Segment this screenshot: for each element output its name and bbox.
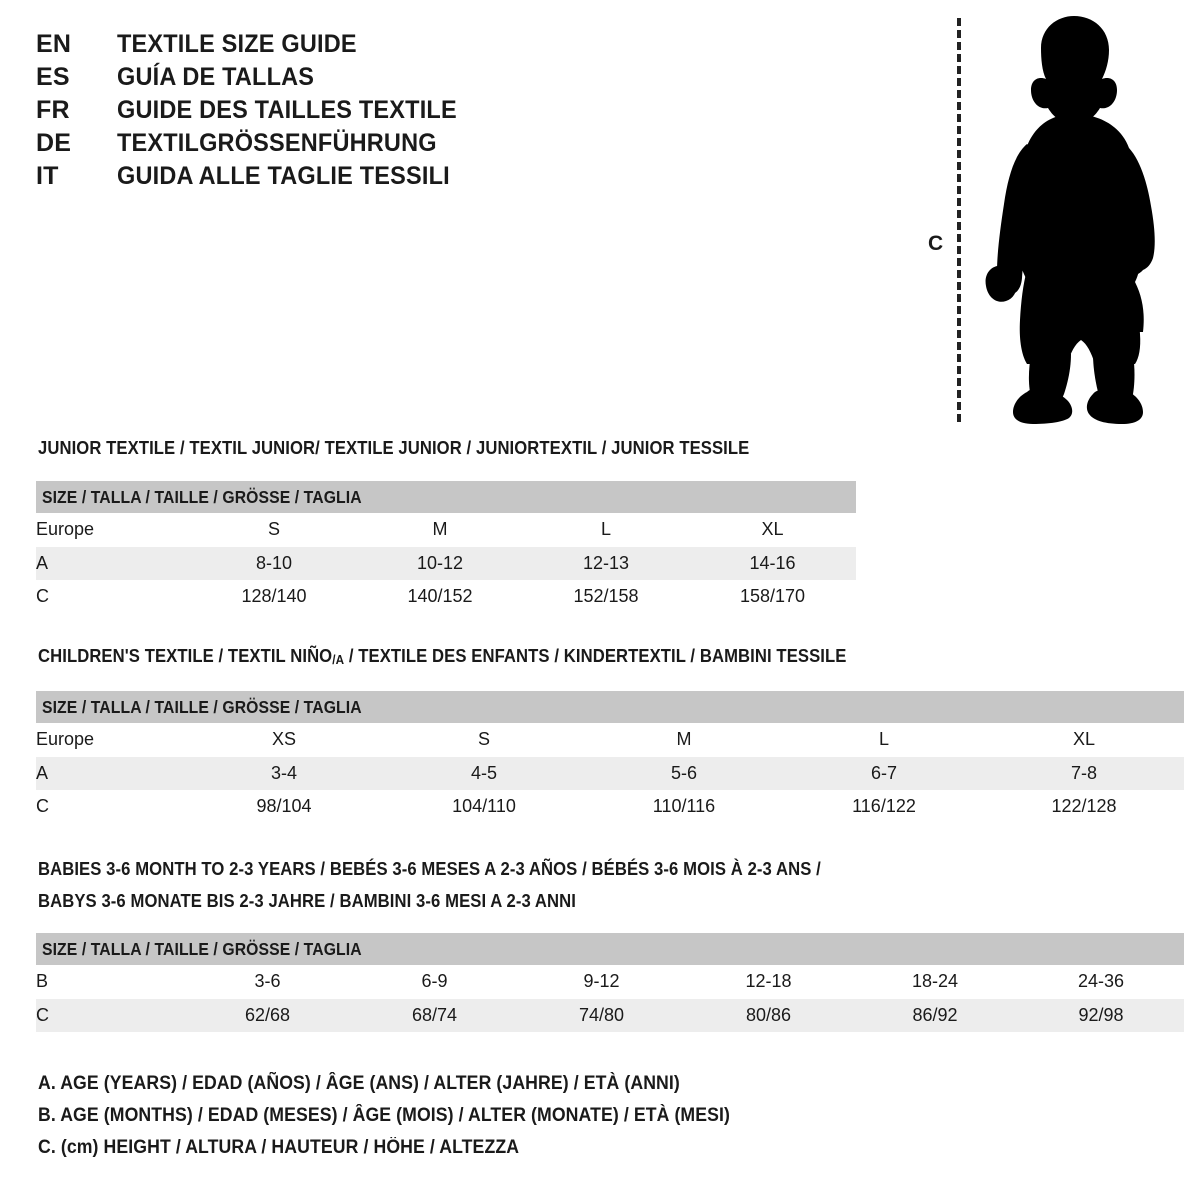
- babies-row-label-b: B: [36, 971, 49, 992]
- guide-title-de: TEXTILGRÖSSENFÜHRUNG: [117, 129, 437, 157]
- junior-age-m: 10-12: [416, 552, 464, 573]
- height-marker-label: C: [928, 232, 944, 255]
- babies-section-title-line1: BABIES 3-6 MONTH TO 2-3 YEARS / BEBÉS 3-…: [38, 858, 821, 879]
- junior-table-header-row: SIZE / TALLA / TAILLE / GRÖSSE / TAGLIA: [36, 481, 857, 513]
- legend-line-b: B. AGE (MONTHS) / EDAD (MESES) / ÂGE (MO…: [38, 1105, 730, 1126]
- babies-months-6: 24-36: [1078, 971, 1125, 992]
- junior-height-s: 128/140: [241, 586, 307, 607]
- height-dashed-line-icon: [957, 18, 961, 422]
- junior-row-label-c: C: [36, 586, 49, 607]
- junior-table-header-label: SIZE / TALLA / TAILLE / GRÖSSE / TAGLIA: [36, 481, 857, 513]
- children-table-header-row: SIZE / TALLA / TAILLE / GRÖSSE / TAGLIA: [36, 691, 1185, 723]
- children-height-xl: 122/128: [1051, 796, 1117, 817]
- table-row: Europe XS S M L XL: [36, 723, 1185, 757]
- junior-age-l: 12-13: [582, 552, 630, 573]
- children-row-label-c: C: [36, 796, 49, 817]
- babies-section-title-line2: BABYS 3-6 MONATE BIS 2-3 JAHRE / BAMBINI…: [38, 890, 576, 911]
- language-code-fr: FR: [36, 96, 70, 124]
- children-row-label-europe: Europe: [36, 729, 95, 750]
- babies-height-4: 80/86: [745, 1004, 792, 1025]
- legend-block: A. AGE (YEARS) / EDAD (AÑOS) / ÂGE (ANS)…: [38, 1068, 782, 1164]
- junior-height-m: 140/152: [407, 586, 473, 607]
- table-row: C 128/140 140/152 152/158 158/170: [36, 580, 857, 614]
- children-age-m: 5-6: [670, 762, 697, 783]
- language-code-de: DE: [36, 129, 72, 157]
- table-row: A 3-4 4-5 5-6 6-7 7-8: [36, 756, 1185, 790]
- table-row: B 3-6 6-9 9-12 12-18 18-24 24-36: [36, 965, 1185, 999]
- children-age-xs: 3-4: [270, 762, 297, 783]
- language-code-en: EN: [36, 30, 72, 58]
- table-row: C 62/68 68/74 74/80 80/86 86/92 92/98: [36, 998, 1185, 1032]
- guide-title-fr: GUIDE DES TAILLES TEXTILE: [117, 96, 457, 124]
- babies-months-3: 9-12: [583, 971, 620, 992]
- height-illustration: C: [905, 14, 1170, 424]
- language-header-block: EN TEXTILE SIZE GUIDE ES GUÍA DE TALLAS …: [36, 30, 479, 195]
- legend-line-a: A. AGE (YEARS) / EDAD (AÑOS) / ÂGE (ANS)…: [38, 1073, 680, 1094]
- junior-size-xl: XL: [761, 519, 784, 540]
- children-height-l: 116/122: [852, 796, 916, 817]
- junior-age-xl: 14-16: [749, 552, 796, 573]
- guide-title-en: TEXTILE SIZE GUIDE: [117, 30, 357, 58]
- children-table-header-label: SIZE / TALLA / TAILLE / GRÖSSE / TAGLIA: [36, 691, 1185, 723]
- babies-months-4: 12-18: [745, 971, 792, 992]
- table-row: C 98/104 104/110 110/116 116/122 122/128: [36, 790, 1185, 824]
- language-row: ES GUÍA DE TALLAS: [36, 63, 479, 96]
- language-row: EN TEXTILE SIZE GUIDE: [36, 30, 479, 63]
- babies-height-2: 68/74: [411, 1004, 458, 1025]
- babies-row-label-c: C: [36, 1004, 49, 1025]
- junior-row-label-europe: Europe: [36, 519, 95, 540]
- children-age-s: 4-5: [470, 762, 497, 783]
- children-title-subscript: /A: [332, 652, 345, 667]
- babies-size-table: SIZE / TALLA / TAILLE / GRÖSSE / TAGLIA …: [36, 933, 1185, 1032]
- junior-section-title: JUNIOR TEXTILE / TEXTIL JUNIOR/ TEXTILE …: [38, 437, 750, 458]
- babies-height-3: 74/80: [578, 1004, 625, 1025]
- toddler-silhouette-icon: [985, 16, 1155, 424]
- guide-title-it: GUIDA ALLE TAGLIE TESSILI: [117, 162, 450, 190]
- language-row: IT GUIDA ALLE TAGLIE TESSILI: [36, 162, 479, 195]
- children-size-s: S: [477, 729, 490, 750]
- language-row: FR GUIDE DES TAILLES TEXTILE: [36, 96, 479, 129]
- language-code-it: IT: [36, 162, 59, 190]
- babies-months-5: 18-24: [911, 971, 959, 992]
- children-age-l: 6-7: [870, 762, 897, 783]
- babies-height-1: 62/68: [244, 1004, 291, 1025]
- junior-row-label-a: A: [36, 552, 49, 573]
- children-height-xs: 98/104: [256, 796, 312, 817]
- children-row-label-a: A: [36, 762, 49, 783]
- children-size-xl: XL: [1073, 729, 1096, 750]
- table-row: A 8-10 10-12 12-13 14-16: [36, 546, 857, 580]
- junior-size-m: M: [432, 519, 448, 540]
- language-code-es: ES: [36, 63, 70, 91]
- table-row: Europe S M L XL: [36, 513, 857, 547]
- children-height-m: 110/116: [652, 796, 716, 817]
- children-size-l: L: [878, 729, 889, 750]
- children-size-table: SIZE / TALLA / TAILLE / GRÖSSE / TAGLIA …: [36, 691, 1185, 824]
- junior-height-l: 152/158: [573, 586, 639, 607]
- children-size-xs: XS: [271, 729, 296, 750]
- babies-height-5: 86/92: [912, 1004, 958, 1025]
- children-height-s: 104/110: [452, 796, 516, 817]
- junior-age-s: 8-10: [255, 552, 293, 573]
- children-age-xl: 7-8: [1071, 762, 1098, 783]
- children-title-pre: CHILDREN'S TEXTILE / TEXTIL NIÑO: [38, 645, 333, 666]
- children-section-title: CHILDREN'S TEXTILE / TEXTIL NIÑO/A / TEX…: [38, 645, 846, 667]
- junior-size-l: L: [600, 519, 611, 540]
- babies-table-header-row: SIZE / TALLA / TAILLE / GRÖSSE / TAGLIA: [36, 933, 1185, 965]
- junior-size-table: SIZE / TALLA / TAILLE / GRÖSSE / TAGLIA …: [36, 481, 857, 614]
- legend-line-c: C. (cm) HEIGHT / ALTURA / HAUTEUR / HÖHE…: [38, 1137, 520, 1158]
- babies-table-header-label: SIZE / TALLA / TAILLE / GRÖSSE / TAGLIA: [36, 933, 1185, 965]
- babies-height-6: 92/98: [1078, 1004, 1124, 1025]
- babies-months-1: 3-6: [254, 971, 281, 992]
- language-row: DE TEXTILGRÖSSENFÜHRUNG: [36, 129, 479, 162]
- guide-title-es: GUÍA DE TALLAS: [117, 63, 315, 91]
- children-title-post: / TEXTILE DES ENFANTS / KINDERTEXTIL / B…: [344, 645, 847, 666]
- children-size-m: M: [676, 729, 692, 750]
- babies-months-2: 6-9: [421, 971, 448, 992]
- junior-height-xl: 158/170: [739, 586, 806, 607]
- junior-size-s: S: [267, 519, 280, 540]
